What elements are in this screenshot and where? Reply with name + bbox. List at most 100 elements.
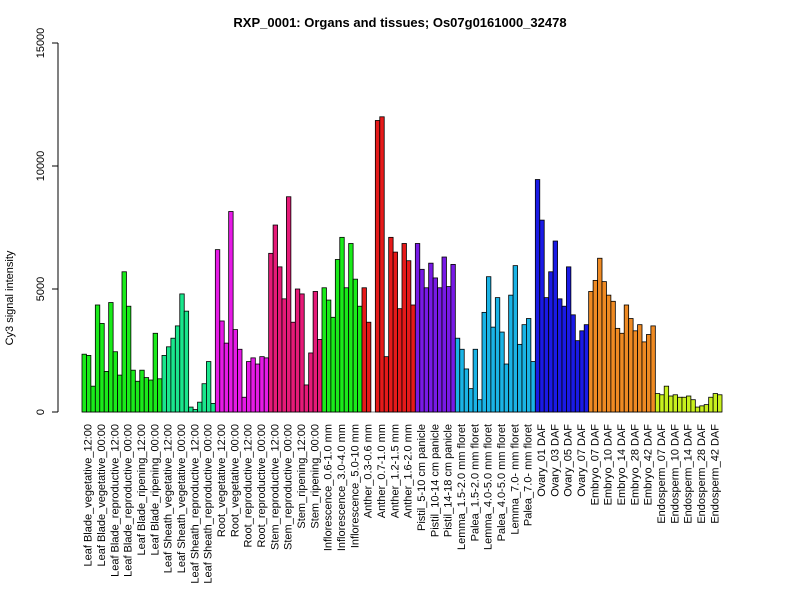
category-label: Leaf Blade_vegetative_00:00 xyxy=(96,424,108,567)
bar xyxy=(246,361,252,413)
y-tick-label: 15000 xyxy=(35,28,47,59)
bar xyxy=(477,399,483,413)
category-label: Embryo_42 DAF xyxy=(643,424,655,506)
bar xyxy=(250,357,256,413)
bar xyxy=(441,256,447,413)
bar xyxy=(223,342,230,413)
category-label: Anther_0.3-0.6 mm xyxy=(363,424,375,518)
bar xyxy=(228,211,234,413)
bar xyxy=(686,395,692,413)
bar xyxy=(148,379,154,413)
bar xyxy=(486,276,492,413)
category-label: Anther_1.2-1.5 mm xyxy=(389,424,401,518)
category-label: Embryo_10 DAF xyxy=(603,424,615,506)
bar xyxy=(214,249,221,413)
bar xyxy=(321,287,327,413)
bar xyxy=(690,399,696,413)
bar xyxy=(388,236,394,413)
bar xyxy=(606,294,612,413)
bar xyxy=(610,300,616,413)
bar xyxy=(206,361,212,413)
bar xyxy=(623,304,630,413)
bar xyxy=(197,401,203,413)
bar xyxy=(241,396,247,413)
bar xyxy=(290,321,296,413)
bar xyxy=(188,406,194,413)
category-label: Leaf Sheath_vegetative_12:00 xyxy=(163,424,175,573)
bar xyxy=(161,355,167,413)
category-label: Stem_reproductive_12:00 xyxy=(269,424,281,550)
category-label: Stem_ripening_00:00 xyxy=(309,424,321,529)
bar xyxy=(454,337,461,413)
bar xyxy=(268,252,274,413)
bar xyxy=(326,299,332,413)
bar xyxy=(121,271,127,413)
bar xyxy=(166,346,172,413)
category-label: Anther_1.6-2.0 mm xyxy=(403,424,415,518)
bar xyxy=(494,297,501,413)
bar xyxy=(410,304,416,413)
category-label: Ovary_03 DAF xyxy=(549,424,561,497)
category-label: Embryo_14 DAF xyxy=(616,424,628,506)
category-label: Leaf Blade_reproductive_12:00 xyxy=(109,424,121,577)
bar xyxy=(334,259,341,413)
bar xyxy=(588,291,594,413)
bar xyxy=(574,340,581,413)
bar xyxy=(637,324,643,413)
bar xyxy=(139,369,145,413)
bar xyxy=(379,116,385,413)
category-label: Palea_7.0- mm floret xyxy=(523,424,535,526)
bar xyxy=(534,179,541,413)
bar xyxy=(543,297,550,413)
bar xyxy=(414,243,421,413)
bar xyxy=(90,385,96,413)
bar xyxy=(406,260,412,413)
bar xyxy=(499,331,505,413)
bar xyxy=(263,357,270,413)
category-label: Endosperm_42 DAF xyxy=(709,424,721,524)
bar xyxy=(99,323,105,413)
bar xyxy=(232,329,238,413)
bar xyxy=(570,314,576,413)
category-label: Leaf Sheath_vegetative_00:00 xyxy=(176,424,188,573)
bar xyxy=(641,341,647,413)
category-label: Lemma_1.5-2.0 mm floret xyxy=(456,424,468,550)
bar xyxy=(539,219,545,413)
category-label: Leaf Sheath_reproductive_00:00 xyxy=(203,424,215,584)
bar xyxy=(557,298,563,413)
bar xyxy=(437,287,443,413)
bar xyxy=(112,351,118,413)
bar xyxy=(583,324,590,413)
category-label: Ovary_05 DAF xyxy=(563,424,575,497)
category-label: Leaf Blade_ripening_12:00 xyxy=(136,424,148,556)
bar xyxy=(579,330,585,413)
bar xyxy=(552,240,558,413)
bar xyxy=(157,378,163,413)
bar xyxy=(708,396,714,413)
bar xyxy=(401,243,407,413)
category-label: Leaf Blade_reproductive_00:00 xyxy=(123,424,135,577)
category-label: Endosperm_10 DAF xyxy=(669,424,681,524)
bar xyxy=(183,310,190,413)
category-label: Stem_reproductive_00:00 xyxy=(283,424,295,550)
bar xyxy=(446,286,452,413)
bar xyxy=(130,369,136,413)
bar xyxy=(717,394,723,413)
category-label: Pistil_14-18 cm panicle xyxy=(443,424,455,537)
category-label: Pistil_5-10 cm panicle xyxy=(416,424,428,531)
bar xyxy=(628,318,634,413)
category-label: Inflorescence_5.0-10 mm xyxy=(349,424,361,548)
bar xyxy=(646,334,652,413)
bar xyxy=(210,402,216,413)
bar xyxy=(672,394,678,413)
bar xyxy=(450,263,456,413)
category-label: Stem_ripening_12:00 xyxy=(296,424,308,529)
chart-title: RXP_0001: Organs and tissues; Os07g01610… xyxy=(233,15,566,30)
bar xyxy=(526,318,532,413)
bar xyxy=(174,325,181,413)
category-label: Embryo_07 DAF xyxy=(589,424,601,506)
category-label: Palea_1.5-2.0 mm floret xyxy=(469,424,481,541)
bar xyxy=(677,396,683,413)
bar xyxy=(152,332,158,413)
